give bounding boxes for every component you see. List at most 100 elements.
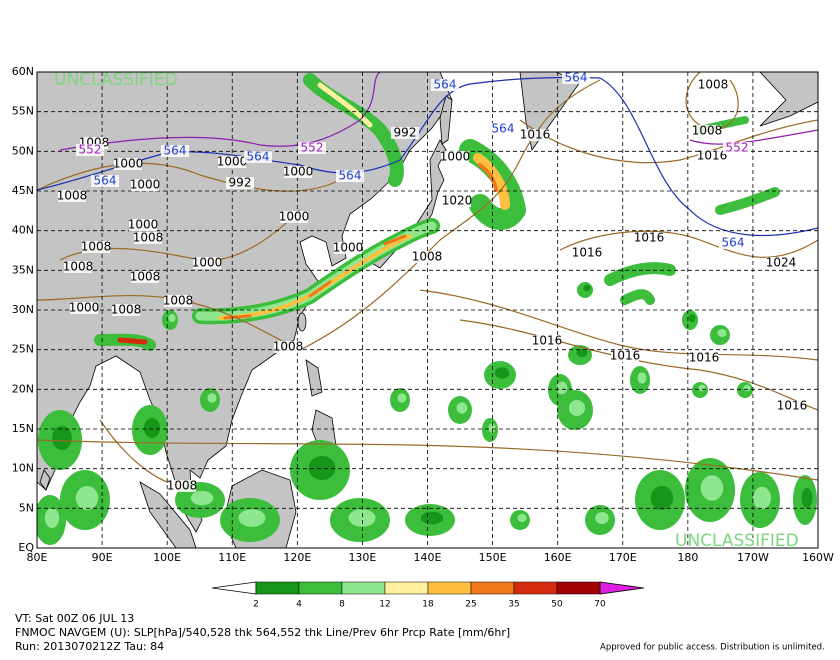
- alaska: [759, 72, 818, 127]
- color-swatch: [427, 581, 472, 595]
- lat-label: 50N: [12, 144, 34, 157]
- contour-label: 1008: [130, 270, 161, 284]
- lat-label: 40N: [12, 224, 34, 237]
- isobar: [519, 119, 818, 164]
- contour-label: 1016: [572, 246, 603, 260]
- isobar: [459, 319, 818, 411]
- contour-label: 552: [301, 141, 324, 155]
- notice: Approved for public access. Distribution…: [600, 643, 825, 653]
- lon-label: 170E: [609, 551, 637, 564]
- lat-label: 35N: [12, 263, 34, 276]
- color-swatch: [341, 581, 386, 595]
- contour-label-bg: [562, 72, 590, 84]
- contour-label-bg: [244, 151, 272, 163]
- color-swatch: [298, 581, 343, 595]
- contour-label-bg: [334, 242, 362, 254]
- contour-label-bg: [64, 261, 92, 273]
- contour-label-bg: [76, 144, 104, 156]
- contour-label: 1016: [777, 399, 808, 413]
- rain-core: [688, 314, 696, 322]
- contour-label: 1016: [532, 334, 563, 348]
- lon-label: 150E: [479, 551, 507, 564]
- contour-label: 552: [726, 141, 749, 155]
- contour-label-bg: [391, 127, 419, 139]
- contour-label-bg: [193, 257, 221, 269]
- contour-label-bg: [164, 295, 192, 307]
- contour-label: 1016: [689, 351, 720, 365]
- contour-label: 1000: [440, 150, 471, 164]
- lon-label: 160W: [802, 551, 834, 564]
- contour-label-bg: [778, 400, 806, 412]
- contour-label: 1000: [128, 218, 159, 232]
- contour-label-bg: [693, 125, 721, 137]
- rain-core: [753, 486, 771, 510]
- contour-label-bg: [114, 158, 142, 170]
- rain-core: [52, 426, 72, 450]
- contour-label-bg: [611, 350, 639, 362]
- contour-label: 1016: [634, 231, 665, 245]
- rain-core: [717, 329, 727, 337]
- contour-label: 1008: [63, 260, 94, 274]
- watermark: UNCLASSIFIED: [675, 531, 799, 551]
- contour-label-bg: [698, 150, 726, 162]
- contour-label-bg: [134, 232, 162, 244]
- contour-label-bg: [635, 232, 663, 244]
- lon-label: 110E: [218, 551, 246, 564]
- contour-label: 564: [492, 122, 515, 136]
- contour-label-bg: [218, 156, 246, 168]
- colorbar-tick-label: 8: [339, 600, 345, 610]
- contour-label: 1008: [273, 340, 304, 354]
- contour-label: 1000: [279, 210, 310, 224]
- color-swatch: [470, 581, 515, 595]
- colorbar-tick-label: 35: [508, 600, 519, 610]
- contour-label: 1008: [167, 479, 198, 493]
- contour-label: 1016: [697, 149, 728, 163]
- contour-label: 1000: [192, 256, 223, 270]
- rain-core: [568, 400, 586, 416]
- rain-core: [517, 514, 527, 522]
- rain-core: [637, 372, 647, 384]
- lat-label: 45N: [12, 184, 34, 197]
- lon-label: 140E: [414, 551, 442, 564]
- lat-label: 20N: [12, 382, 34, 395]
- contour-label-bg: [489, 123, 517, 135]
- color-swatch: [556, 581, 601, 595]
- valid-time: VT: Sat 00Z 06 JUL 13: [15, 612, 134, 625]
- rain-core: [556, 381, 568, 395]
- contour-label-bg: [690, 352, 718, 364]
- contour-label-bg: [82, 241, 110, 253]
- map-frame: [36, 71, 819, 549]
- rain-core: [698, 384, 706, 392]
- contour-label-bg: [336, 170, 364, 182]
- rain-band: [117, 337, 148, 345]
- colorbar-tick-label: 70: [594, 600, 606, 610]
- rain-core: [308, 456, 336, 480]
- axis-labels: 80E 90E 100E 110E 120E 130E 140E 150E 160E 170E 18…: [12, 65, 834, 564]
- isobar: [559, 230, 818, 258]
- contour-label-bg: [284, 166, 312, 178]
- contour-label-bg: [131, 271, 159, 283]
- color-swatch: [513, 581, 558, 595]
- sakhalin: [439, 95, 453, 145]
- contour-label: 1008: [698, 78, 729, 92]
- contour-label-bg: [161, 145, 189, 157]
- lat-label: 10N: [12, 462, 34, 475]
- contour-label: 564: [94, 174, 117, 188]
- lat-label: 55N: [12, 105, 34, 118]
- contour-label-bg: [298, 142, 326, 154]
- map-area: 1008100810161016100099210009921000100010…: [37, 72, 818, 548]
- sri-lanka: [39, 469, 51, 491]
- color-swatch: [255, 581, 300, 595]
- run-info: Run: 2013070212Z Tau: 84: [15, 640, 164, 653]
- rain-core: [168, 314, 176, 322]
- rain-core: [143, 418, 161, 438]
- isobar: [419, 289, 818, 361]
- contours: [37, 72, 818, 487]
- colorbar-tick-label: 25: [465, 600, 476, 610]
- contour-label: 1008: [163, 294, 194, 308]
- lat-label: 30N: [12, 303, 34, 316]
- lon-label: 130E: [348, 551, 376, 564]
- rain-core: [583, 284, 591, 292]
- rain-core: [420, 511, 444, 525]
- contour-label: 1008: [81, 240, 112, 254]
